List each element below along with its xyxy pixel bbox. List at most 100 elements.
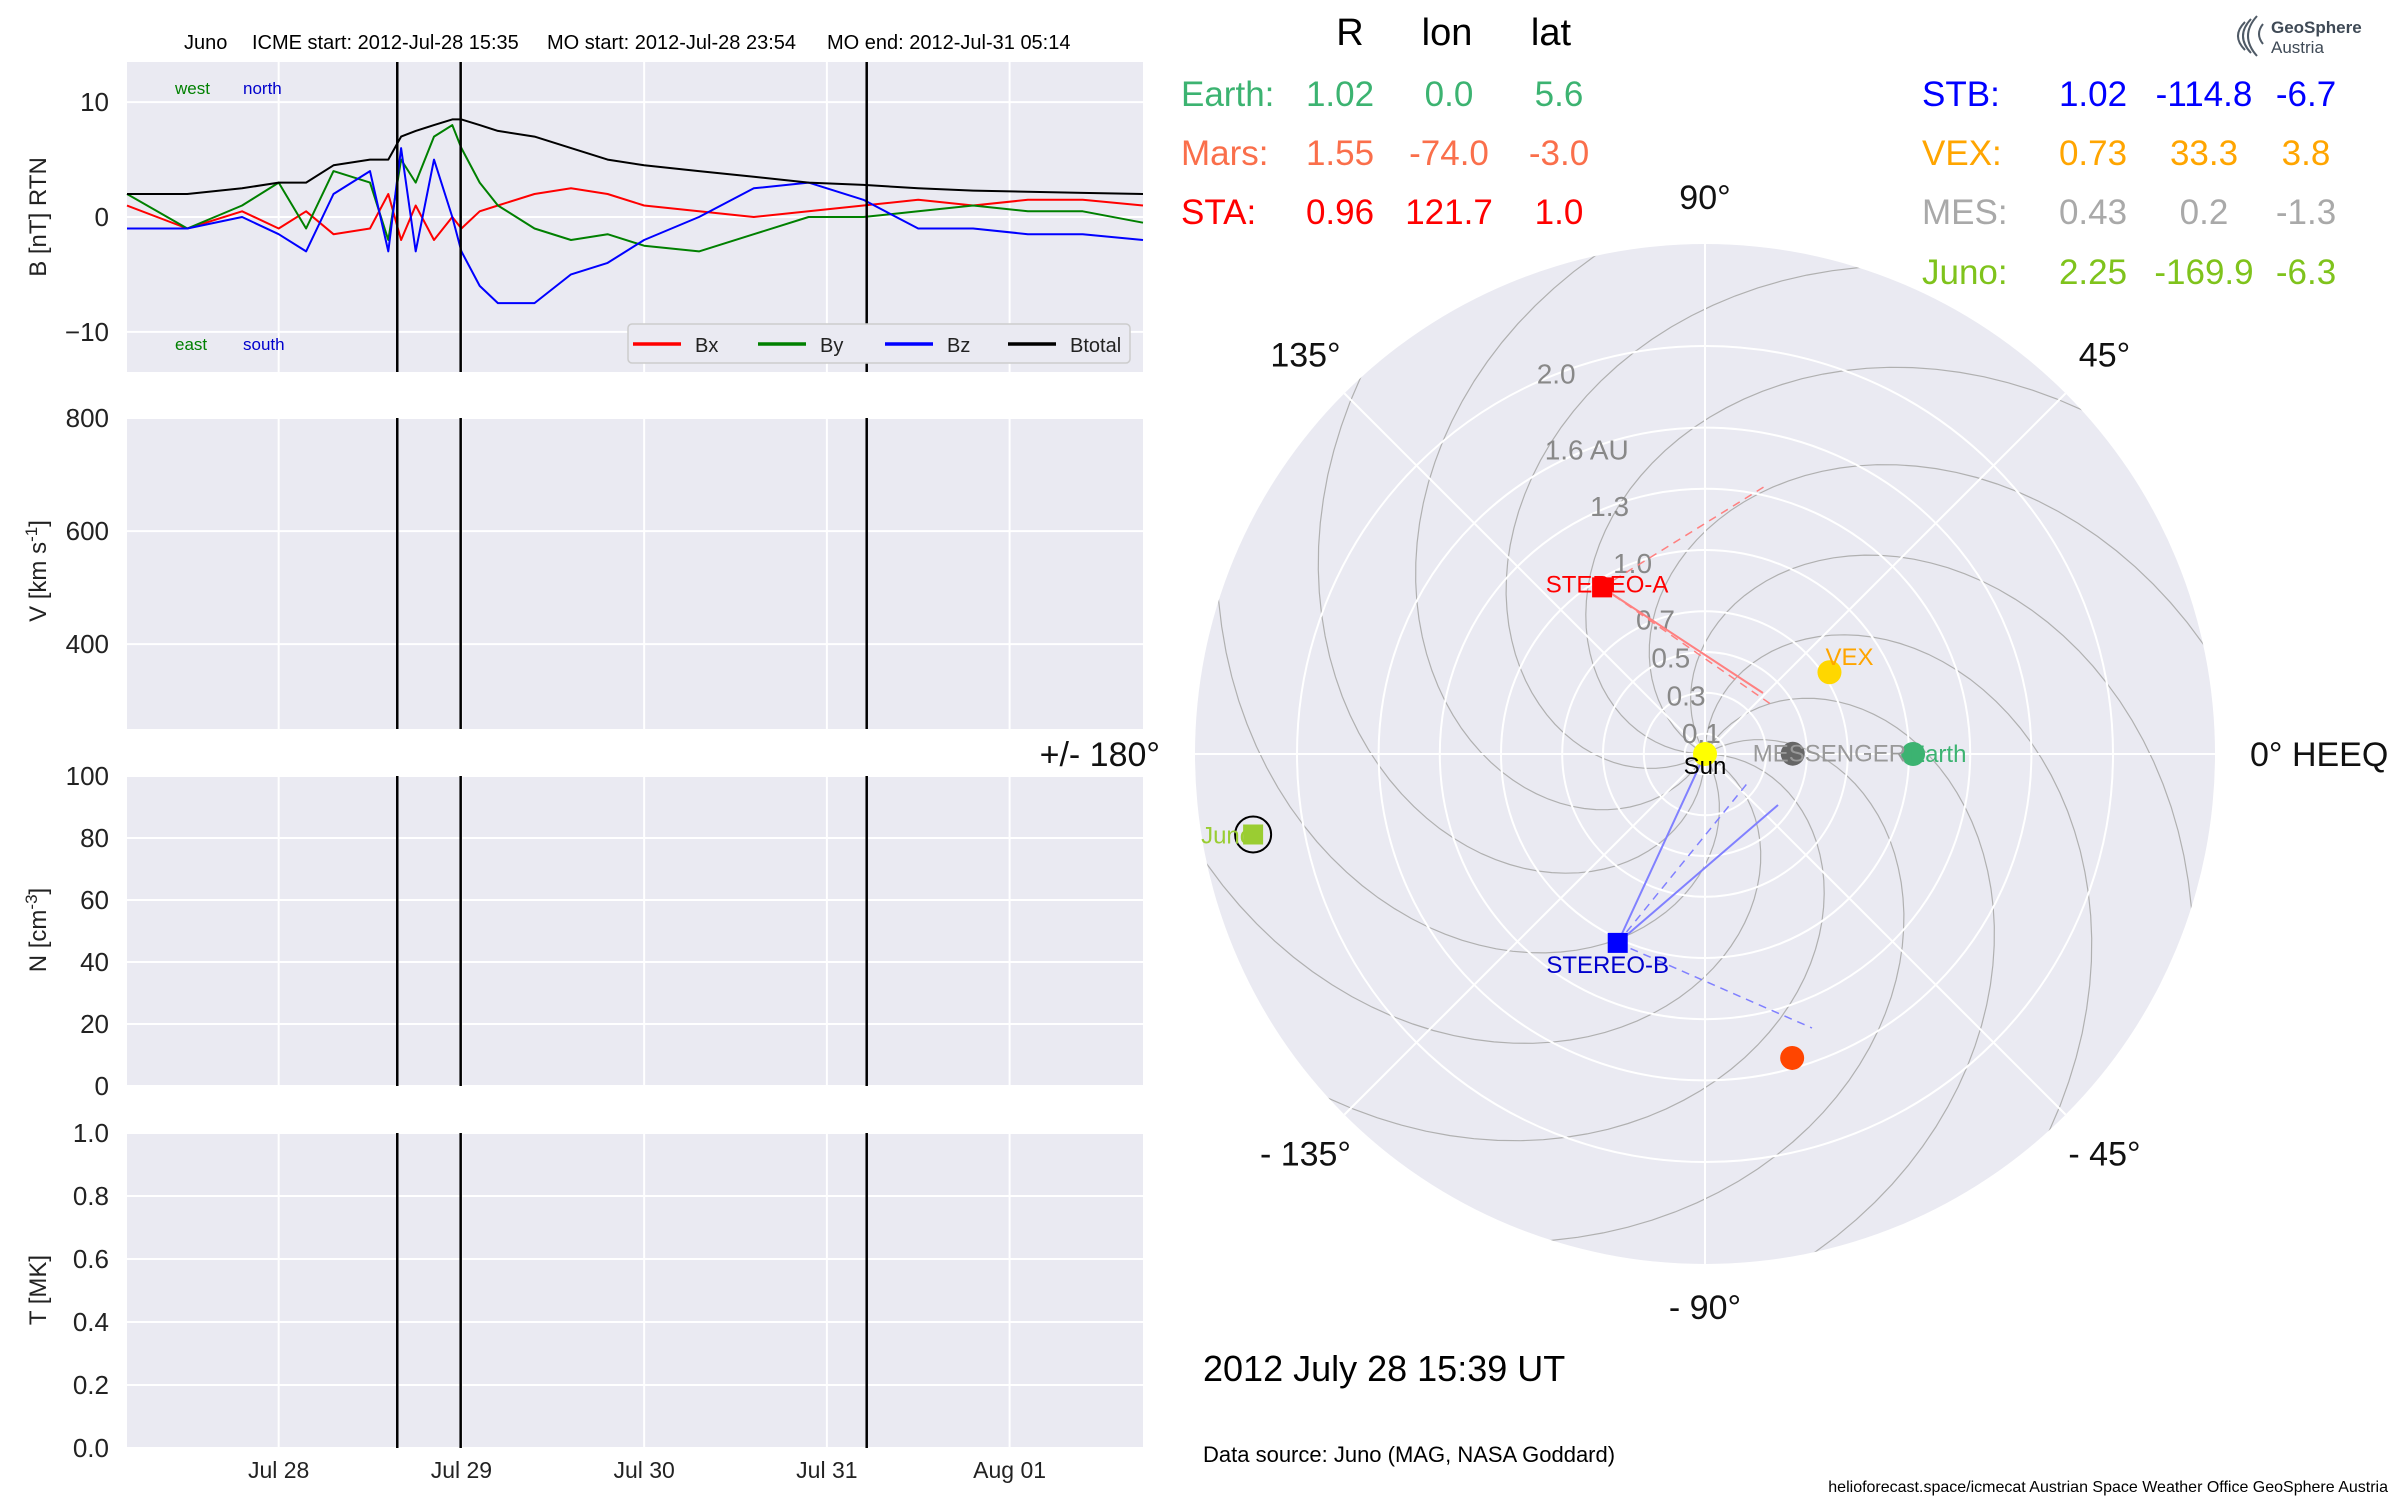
point-label: MESSENGER <box>1753 741 1906 768</box>
panel-background <box>127 776 1143 1086</box>
corner-label-west: west <box>174 79 210 98</box>
panel-background <box>127 418 1143 729</box>
x-tick-label: Jul 31 <box>796 1457 857 1483</box>
y-tick-label: 0.0 <box>73 1433 109 1463</box>
point-label: VEX <box>1825 644 1873 671</box>
x-tick-label: Jul 30 <box>613 1457 674 1483</box>
angle-gridline <box>1704 392 2067 755</box>
angle-label: +/- 180° <box>1040 736 1160 774</box>
table-r: 1.02 <box>1306 75 1374 114</box>
connection-line <box>1601 586 1773 706</box>
point-label: Juno <box>1201 822 1253 849</box>
point-label: Sun <box>1684 753 1727 780</box>
y-axis-label: B [nT] RTN <box>25 157 52 277</box>
date-time-label: 2012 July 28 15:39 UT <box>1203 1348 1565 1389</box>
juno-ring <box>1234 815 1273 854</box>
table-r: 0.73 <box>2059 134 2127 173</box>
table-lat: 1.0 <box>1535 193 1584 232</box>
table-lon: 0.0 <box>1425 75 1474 114</box>
connection-line <box>1601 586 1764 694</box>
y-tick-label: 0 <box>95 1071 109 1101</box>
marker-juno <box>1243 824 1264 845</box>
logo-line1: GeoSphere <box>2271 18 2362 37</box>
marker-stereo-b <box>1607 932 1628 953</box>
table-lon: -74.0 <box>1409 134 1489 173</box>
y-tick-label: 10 <box>80 87 109 117</box>
geosphere-logo: GeoSphere Austria <box>2237 15 2362 57</box>
table-lat: -6.7 <box>2276 75 2336 114</box>
header-mo-end: MO end: 2012-Jul-31 05:14 <box>827 32 1071 54</box>
credits-label: helioforecast.space/icmecat Austrian Spa… <box>1828 1479 2388 1496</box>
point-label: STEREO-A <box>1546 571 1669 598</box>
connection-line <box>1616 753 1706 944</box>
x-tick-label: Jul 29 <box>431 1457 492 1483</box>
angle-label: 135° <box>1270 336 1340 374</box>
angle-gridline <box>1343 753 1706 1116</box>
radius-label: 1.0 <box>1613 548 1652 579</box>
y-tick-label: 0.6 <box>73 1244 109 1274</box>
legend-label: Btotal <box>1070 335 1121 357</box>
table-name: MES: <box>1922 193 2008 232</box>
angle-label: 45° <box>2079 336 2130 374</box>
y-axis-label: V [km s-1] <box>22 520 53 622</box>
table-name: STA: <box>1181 193 1256 232</box>
legend-box <box>627 323 1131 364</box>
radius-label: 0.5 <box>1651 642 1690 673</box>
table-name: Juno: <box>1922 253 2008 292</box>
header-spacecraft: Juno <box>184 32 227 54</box>
series-Bz <box>127 147 1144 305</box>
radius-label: 0.3 <box>1667 680 1706 711</box>
y-tick-label: 0.4 <box>73 1307 109 1337</box>
point-label: STEREO-B <box>1546 952 1669 979</box>
marker-earth <box>1901 742 1926 766</box>
table-lat: -6.3 <box>2276 253 2336 292</box>
y-tick-label: 80 <box>80 823 109 853</box>
x-tick-label: Jul 28 <box>248 1457 309 1483</box>
angle-gridline <box>1704 753 2067 1116</box>
table-r: 1.55 <box>1306 134 1374 173</box>
table-name: VEX: <box>1922 134 2002 173</box>
y-tick-label: −10 <box>65 317 109 347</box>
logo-line2: Austria <box>2271 38 2324 57</box>
table-name: Earth: <box>1181 75 1274 114</box>
table-lon: -169.9 <box>2154 253 2253 292</box>
series-Btotal <box>127 118 1144 195</box>
angle-gridline <box>1343 392 1706 755</box>
logo-mark-icon <box>2237 15 2264 57</box>
table-lon: 0.2 <box>2180 193 2229 232</box>
angle-label: - 45° <box>2068 1136 2140 1174</box>
radius-label: 1.3 <box>1590 491 1629 522</box>
y-tick-label: 0 <box>95 202 109 232</box>
angle-label: - 90° <box>1669 1289 1741 1327</box>
marker-vex <box>1817 660 1842 685</box>
polar-position-plot: 0.10.30.50.71.01.31.6 AU2.090°45°0° HEEQ… <box>1040 179 2389 1327</box>
marker-stereo-a <box>1592 577 1613 598</box>
table-lat: 5.6 <box>1535 75 1584 114</box>
y-tick-label: 40 <box>80 947 109 977</box>
corner-label-east: east <box>175 335 207 354</box>
radius-label: 2.0 <box>1537 359 1576 390</box>
table-lat: -1.3 <box>2276 193 2336 232</box>
angle-label: 0° HEEQ <box>2250 736 2388 774</box>
y-axis-label: T [MK] <box>25 1255 52 1325</box>
panel-background <box>127 1133 1143 1448</box>
panel-speed: 800 600 400 V [km s-1] <box>22 403 1143 729</box>
panel-magnetic-field: 10 0 −10 B [nT] RTN west north east south Bx By Bz… <box>25 62 1144 372</box>
table-col-header: R <box>1336 12 1363 54</box>
connection-line <box>1601 484 1768 589</box>
y-tick-label: 1.0 <box>73 1118 109 1148</box>
legend: Bx By Bz Btotal <box>627 323 1131 364</box>
legend-label: Bx <box>695 335 718 357</box>
table-r: 1.02 <box>2059 75 2127 114</box>
connection-line <box>1617 804 1779 944</box>
header-mo-start: MO start: 2012-Jul-28 23:54 <box>547 32 796 54</box>
y-tick-label: 0.8 <box>73 1181 109 1211</box>
angle-label: 90° <box>1679 179 1730 217</box>
point-label: Earth <box>1909 741 1966 768</box>
y-tick-label: 20 <box>80 1009 109 1039</box>
y-tick-label: 100 <box>66 761 109 791</box>
y-tick-label: 0.2 <box>73 1370 109 1400</box>
radius-label: 1.6 AU <box>1545 434 1629 465</box>
panel-temperature: 1.0 0.8 0.6 0.4 0.2 0.0 T [MK] <box>25 1118 1143 1463</box>
